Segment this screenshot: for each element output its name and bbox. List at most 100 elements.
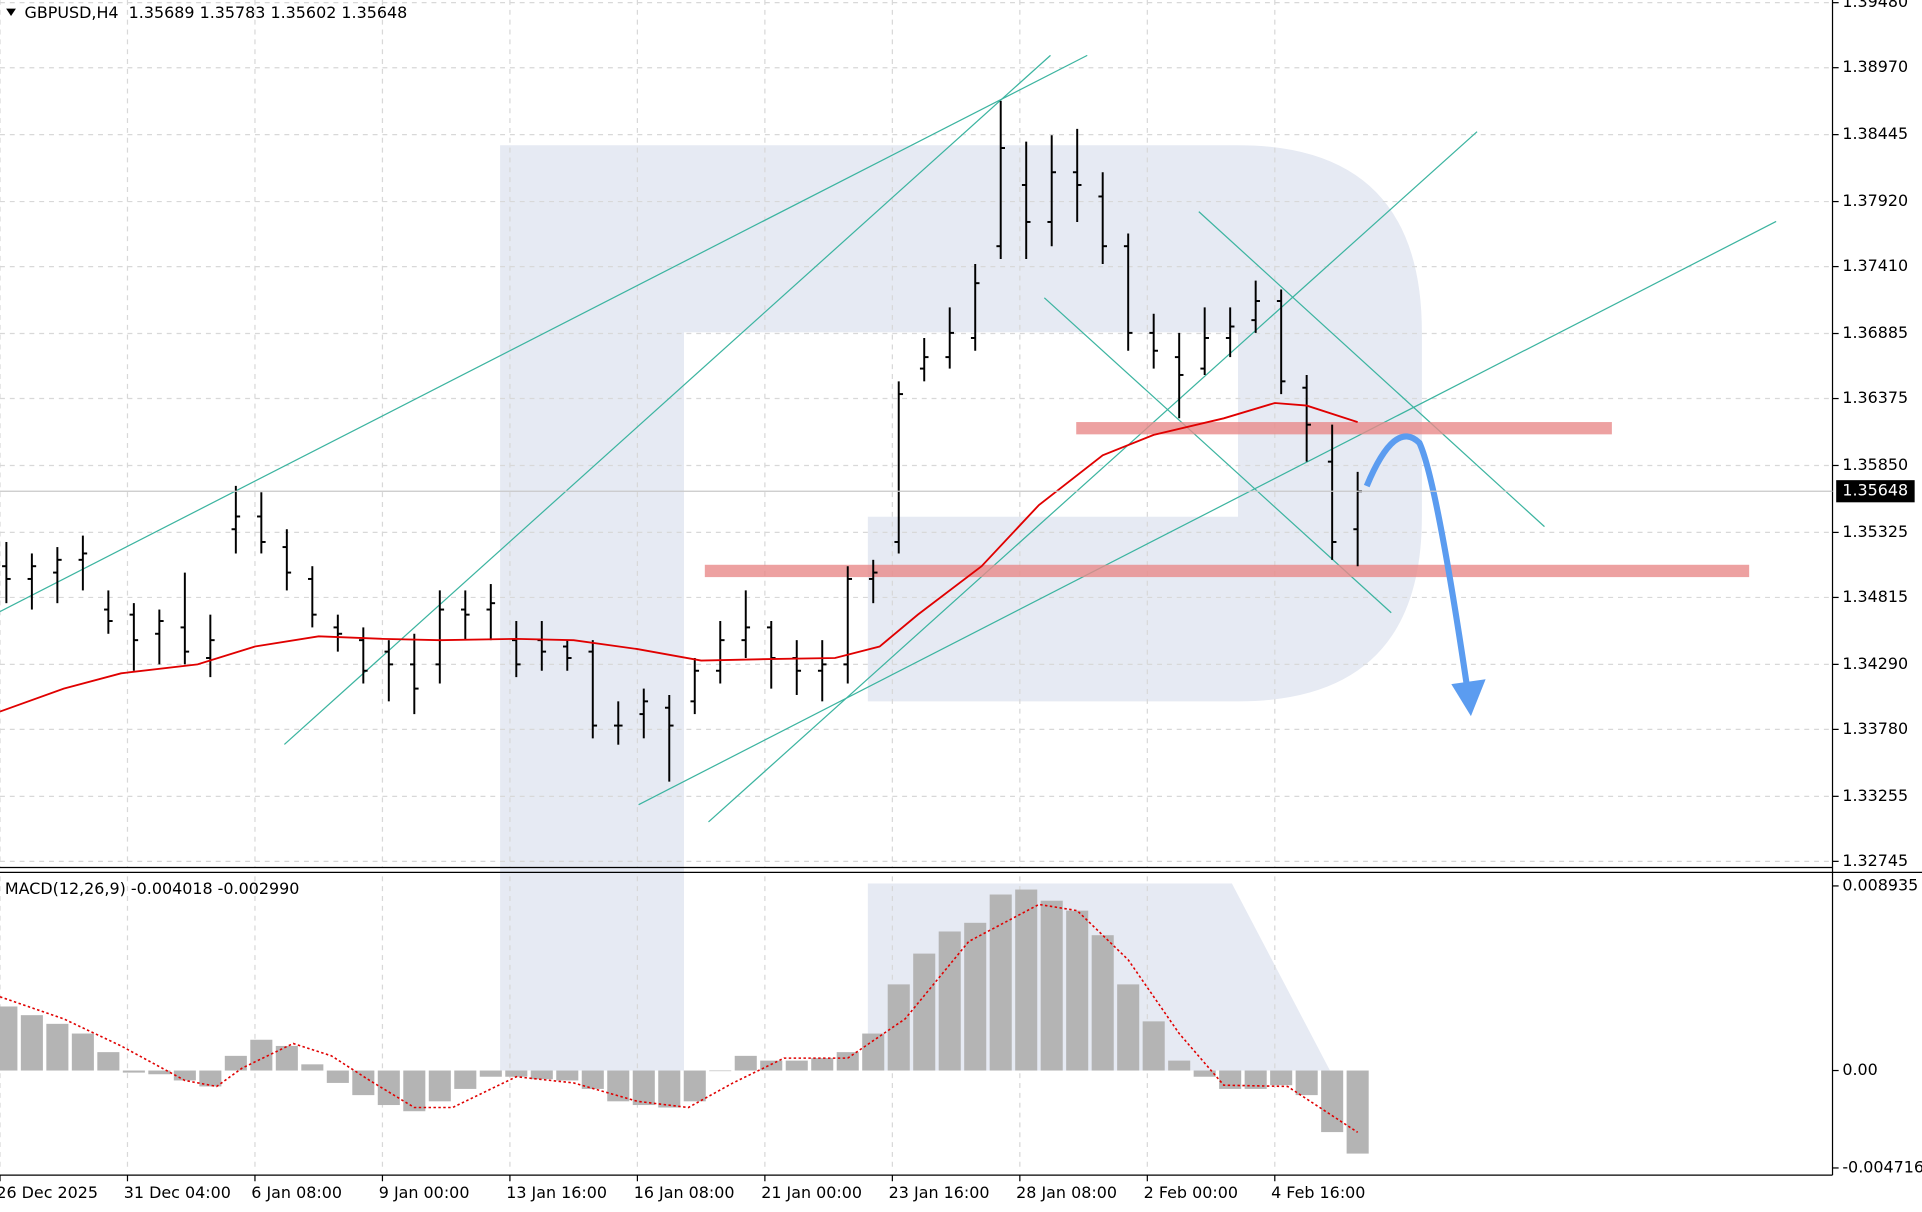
macd-bar <box>734 1055 757 1071</box>
macd-bar <box>224 1055 247 1071</box>
x-tick-label: 16 Jan 08:00 <box>634 1183 735 1202</box>
x-tick-label: 26 Dec 2025 <box>0 1183 98 1202</box>
ohlc-bar <box>333 614 343 652</box>
ohlc-bar <box>104 590 113 634</box>
trend-line <box>283 54 1051 745</box>
ohlc-bar <box>308 566 317 628</box>
ohlc-bar <box>461 590 470 641</box>
ohlc-bar <box>1123 233 1133 351</box>
ohlc-bar <box>180 572 190 665</box>
ohlc-bar <box>1098 172 1107 265</box>
trend-line <box>0 54 1088 613</box>
ohlc-bar <box>1021 141 1031 259</box>
y-tick-label: 1.39480 <box>1842 0 1908 11</box>
ohlc-bar <box>1225 307 1235 358</box>
macd-bar <box>1193 1070 1216 1077</box>
trend-line <box>708 131 1478 823</box>
plot <box>0 100 1369 1154</box>
zones <box>704 422 1750 578</box>
x-tick-label: 4 Feb 16:00 <box>1271 1183 1365 1202</box>
ohlc-bar <box>996 100 1006 259</box>
macd-bar <box>403 1070 426 1112</box>
y-tick-label: 1.33780 <box>1842 719 1908 738</box>
ohlc-bar <box>1149 313 1158 369</box>
moving-average <box>0 402 1358 713</box>
macd-bar <box>377 1070 400 1106</box>
macd-bar <box>199 1070 222 1087</box>
arrow-path <box>1363 433 1472 697</box>
macd-bar <box>46 1023 69 1071</box>
macd-bar <box>913 953 936 1071</box>
x-tick-label: 6 Jan 08:00 <box>251 1183 342 1202</box>
ohlc-bar <box>766 621 776 689</box>
macd-bar <box>1040 900 1063 1071</box>
macd-bar <box>658 1070 681 1108</box>
macd-bar <box>556 1070 579 1081</box>
ohlc-bar <box>1302 374 1311 462</box>
y-tick-label: 1.38445 <box>1842 124 1908 143</box>
y-tick-label: -0.004716 <box>1842 1157 1922 1176</box>
ohlc-bar <box>741 590 751 658</box>
y-tick-label: 1.33255 <box>1842 786 1908 805</box>
ohlc-bar <box>512 621 521 678</box>
ohlc-bar <box>843 566 853 684</box>
macd-bar <box>1015 889 1038 1071</box>
macd-bar <box>301 1064 324 1071</box>
macd-bar <box>505 1070 528 1077</box>
macd-bar <box>760 1060 783 1071</box>
y-tick-label: 1.36885 <box>1842 323 1908 342</box>
ohlc-bar <box>359 627 368 684</box>
ohlc-bar <box>868 559 878 604</box>
trend-line <box>1198 211 1545 528</box>
macd-bar <box>1295 1070 1318 1096</box>
macd-bar <box>964 922 987 1071</box>
macd-bar <box>71 1033 94 1071</box>
macd-bar <box>428 1070 451 1102</box>
macd-bar <box>989 894 1012 1071</box>
macd-bar <box>1091 935 1114 1071</box>
macd-bar <box>938 931 961 1071</box>
ohlc-bar <box>715 621 725 684</box>
macd-bar <box>1270 1070 1293 1086</box>
x-tick-label: 9 Jan 00:00 <box>379 1183 470 1202</box>
ohlc-bar <box>53 547 62 604</box>
ohlc-bar <box>1174 332 1184 419</box>
menu-icon[interactable] <box>6 8 16 16</box>
macd-bar <box>454 1070 477 1089</box>
ohlc-bar <box>817 640 827 702</box>
macd-bar <box>250 1039 273 1071</box>
macd-bar <box>683 1070 706 1102</box>
macd-bar <box>709 1070 732 1072</box>
ohlc-bar <box>1072 128 1082 222</box>
macd-bar <box>20 1015 43 1071</box>
macd-bar <box>122 1070 145 1073</box>
macd-bar <box>97 1052 120 1071</box>
macd-bar <box>1142 1021 1165 1071</box>
y-tick-label: 0.00 <box>1842 1060 1877 1079</box>
support-zone <box>704 564 1750 578</box>
macd-bar <box>785 1060 808 1071</box>
macd-bar <box>607 1070 630 1102</box>
ohlc-bar <box>1276 289 1286 395</box>
y-tick-label: 1.37410 <box>1842 256 1908 275</box>
macd-bar <box>862 1033 885 1071</box>
ohlc-bar <box>690 657 700 715</box>
watermark-r-top <box>500 145 1422 1071</box>
ohlc-bar <box>1200 307 1209 375</box>
y-tick-label: 1.35325 <box>1842 522 1908 541</box>
ohlc-bar <box>1047 135 1056 247</box>
macd-bar <box>1168 1060 1191 1071</box>
trend-line <box>638 220 1777 806</box>
y-tick-label: 1.34815 <box>1842 587 1908 606</box>
last-price-label: 1.35648 <box>1842 481 1908 500</box>
ohlc-bar <box>1327 424 1337 560</box>
x-tick-label: 28 Jan 08:00 <box>1016 1183 1117 1202</box>
macd-bar <box>1244 1070 1267 1089</box>
ohlc-bar <box>231 485 241 554</box>
y-tick-label: 0.008935 <box>1842 875 1918 894</box>
y-tick-label: 1.36375 <box>1842 388 1908 407</box>
ohlc-bar <box>1251 280 1260 333</box>
macd-bar <box>1117 984 1140 1071</box>
macd-bar <box>173 1070 196 1081</box>
